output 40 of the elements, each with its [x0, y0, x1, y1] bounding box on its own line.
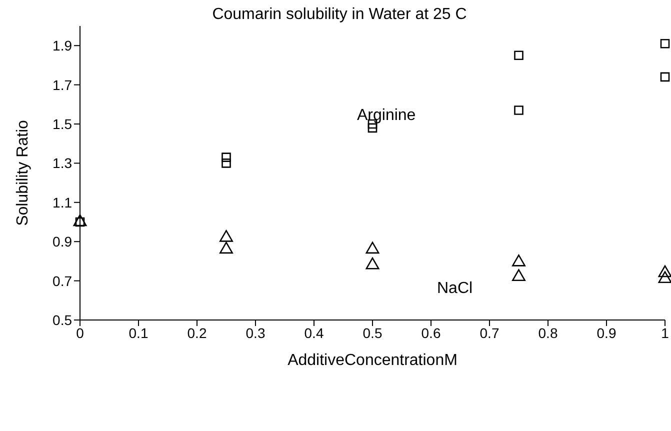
x-tick-label: 1 [661, 324, 670, 341]
x-tick-label: 0.4 [304, 324, 324, 341]
y-tick-label: 0.9 [52, 234, 72, 250]
chart-title: Coumarin solubility in Water at 25 C [211, 6, 468, 24]
x-tick-label: 0 [76, 324, 84, 341]
x-tick-label: 0.9 [596, 324, 616, 341]
y-tick-label: 1.5 [52, 116, 72, 132]
y-tick-label: 1.9 [52, 38, 72, 54]
point [222, 152, 231, 162]
point [514, 106, 524, 115]
y-tick-label: 1.3 [52, 155, 72, 172]
point [73, 214, 87, 226]
x-tick-label: 0.6 [421, 324, 441, 341]
point [220, 230, 233, 242]
text: NaCl [437, 280, 473, 298]
x-tick-label: 0.8 [538, 324, 558, 341]
point [514, 50, 524, 60]
x-tick-label: 0.3 [246, 324, 266, 341]
y-tick-label: 1.1 [52, 194, 72, 210]
point [512, 254, 526, 266]
x-tick-label: 0.7 [480, 324, 500, 341]
x-tick-label: 0.5 [362, 324, 382, 341]
y-axis-title: Solubility Ratio [14, 120, 32, 226]
x-tick-label: 0.1 [128, 324, 148, 341]
point [658, 271, 671, 283]
point [366, 257, 380, 270]
y-tick-label: 0.7 [52, 272, 72, 289]
point [368, 123, 378, 133]
point [366, 242, 380, 254]
point [512, 269, 526, 282]
point [658, 265, 671, 278]
y-tick-label: 0.5 [52, 312, 72, 328]
point [220, 242, 233, 254]
point [660, 38, 670, 48]
series-label: Arginine [357, 107, 416, 125]
y-tick-label: 1.7 [52, 76, 72, 93]
x-tick-label: 0.2 [187, 324, 207, 341]
point [660, 72, 670, 82]
point [222, 158, 231, 168]
x-axis-title: AdditiveConcentrationM [288, 352, 458, 369]
